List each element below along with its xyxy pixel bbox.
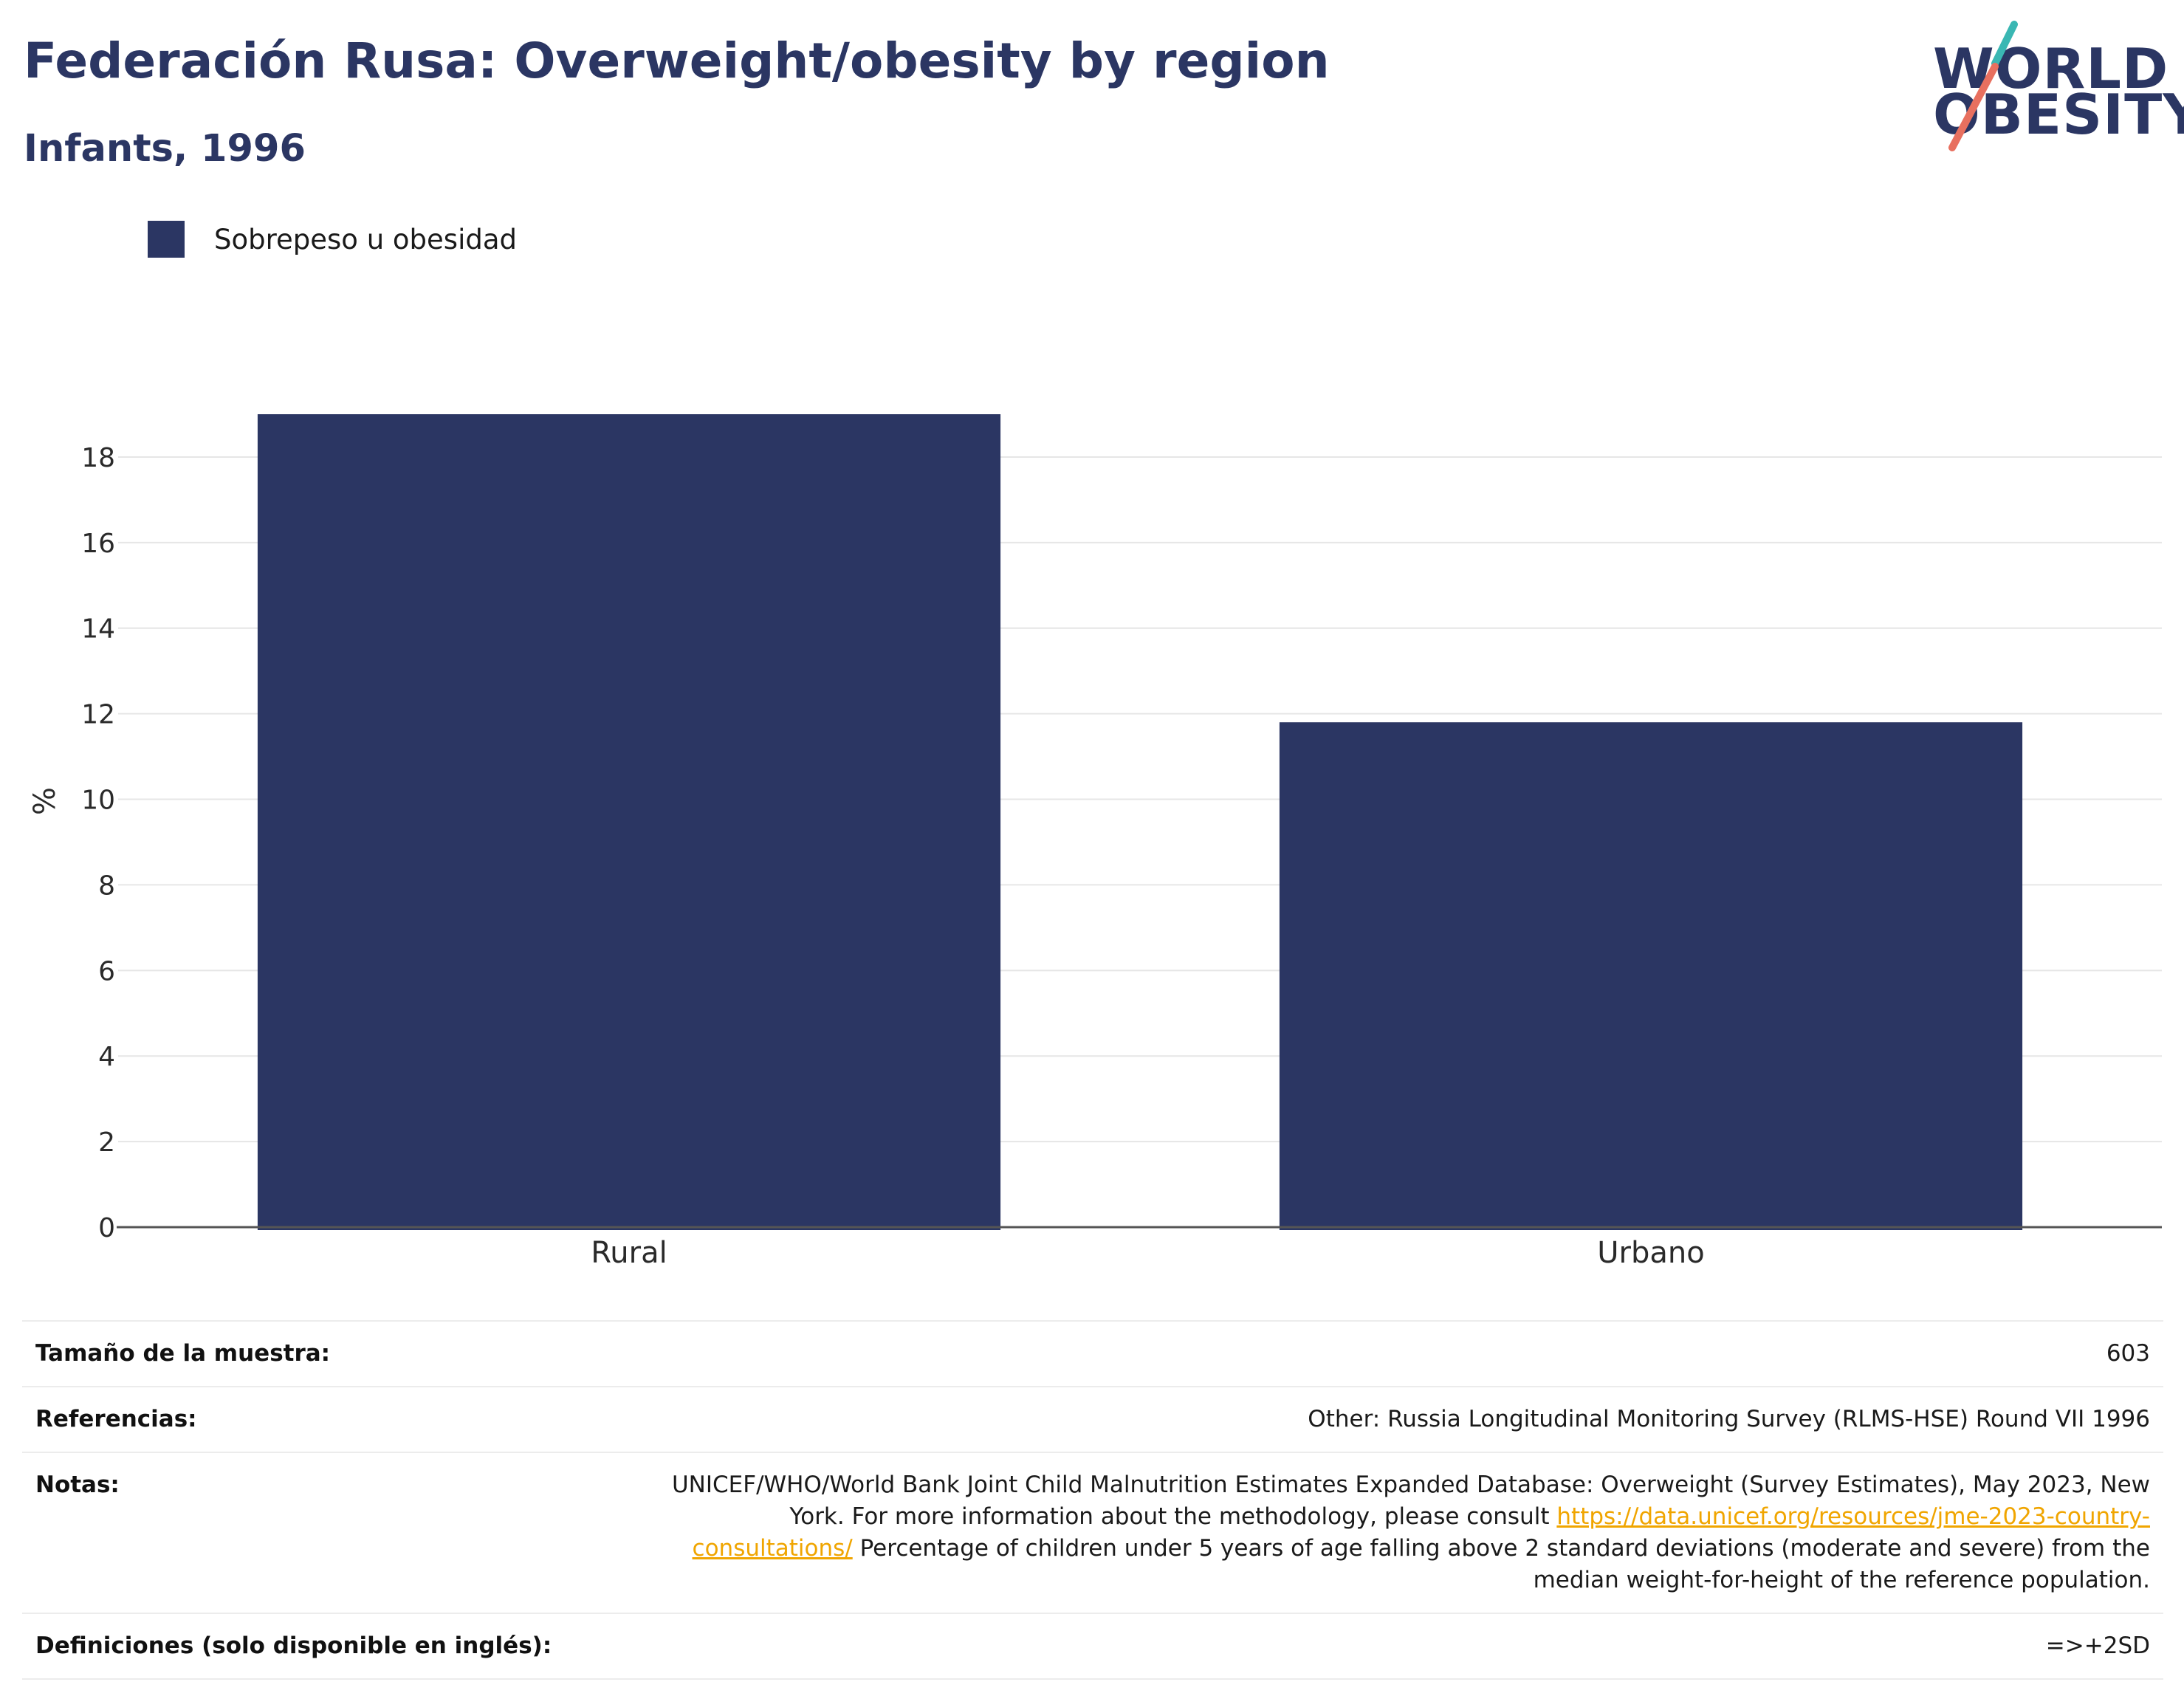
notes-value: UNICEF/WHO/World Bank Joint Child Malnut… (636, 1469, 2150, 1596)
notes-text-after-link: Percentage of children under 5 years of … (852, 1535, 2150, 1593)
y-tick-label: 10 (81, 786, 115, 816)
y-tick-label: 6 (98, 956, 115, 986)
x-category-label: Rural (591, 1236, 667, 1270)
y-tick-label: 0 (98, 1213, 115, 1243)
y-axis-title: % (28, 787, 62, 815)
y-tick-label: 2 (98, 1127, 115, 1158)
definitions-label: Definiciones (solo disponible en inglés)… (35, 1633, 552, 1659)
y-tick-label: 16 (81, 529, 115, 559)
y-tick-label: 8 (98, 871, 115, 901)
notes-link[interactable]: https://data.unicef.org/resources/jme-20… (692, 1503, 2150, 1562)
chart-subtitle: Infants, 1996 (24, 127, 306, 171)
chart-title: Federación Rusa: Overweight/obesity by r… (24, 32, 1330, 89)
definitions-value: =>+2SD (2045, 1633, 2150, 1659)
legend: Sobrepeso u obesidad (148, 220, 517, 258)
notes-label: Notas: (35, 1472, 120, 1498)
legend-label: Sobrepeso u obesidad (214, 223, 517, 255)
references-value: Other: Russia Longitudinal Monitoring Su… (1308, 1406, 2150, 1432)
y-tick-label: 4 (98, 1042, 115, 1072)
x-category-label: Urbano (1597, 1236, 1704, 1270)
notes-row: Notas: UNICEF/WHO/World Bank Joint Child… (22, 1453, 2163, 1614)
bar (1279, 722, 2023, 1230)
info-table: Tamaño de la muestra: 603 Referencias: O… (22, 1320, 2163, 1680)
world-obesity-logo[interactable]: WORLD OBESITY (1927, 21, 2184, 154)
references-label: Referencias: (35, 1406, 197, 1432)
sample-size-label: Tamaño de la muestra: (35, 1340, 331, 1367)
definitions-row: Definiciones (solo disponible en inglés)… (22, 1614, 2163, 1680)
y-tick-label: 14 (81, 614, 115, 645)
sample-size-value: 603 (2106, 1340, 2150, 1367)
bar (257, 414, 1001, 1230)
logo-line-obesity: OBESITY (1933, 82, 2184, 147)
logo-slash-icon (1948, 21, 2018, 151)
references-row: Referencias: Other: Russia Longitudinal … (22, 1387, 2163, 1453)
sample-size-row: Tamaño de la muestra: 603 (22, 1322, 2163, 1387)
legend-swatch (148, 221, 185, 258)
bar-chart: 0 2 4 6 8 10 12 14 16 18 Rural Urbano% (28, 414, 2162, 1270)
logo-line-world: WORLD (1933, 36, 2169, 101)
y-tick-label: 12 (81, 700, 115, 730)
y-tick-label: 18 (81, 443, 115, 473)
notes-text-before-link: UNICEF/WHO/World Bank Joint Child Malnut… (671, 1472, 2150, 1530)
